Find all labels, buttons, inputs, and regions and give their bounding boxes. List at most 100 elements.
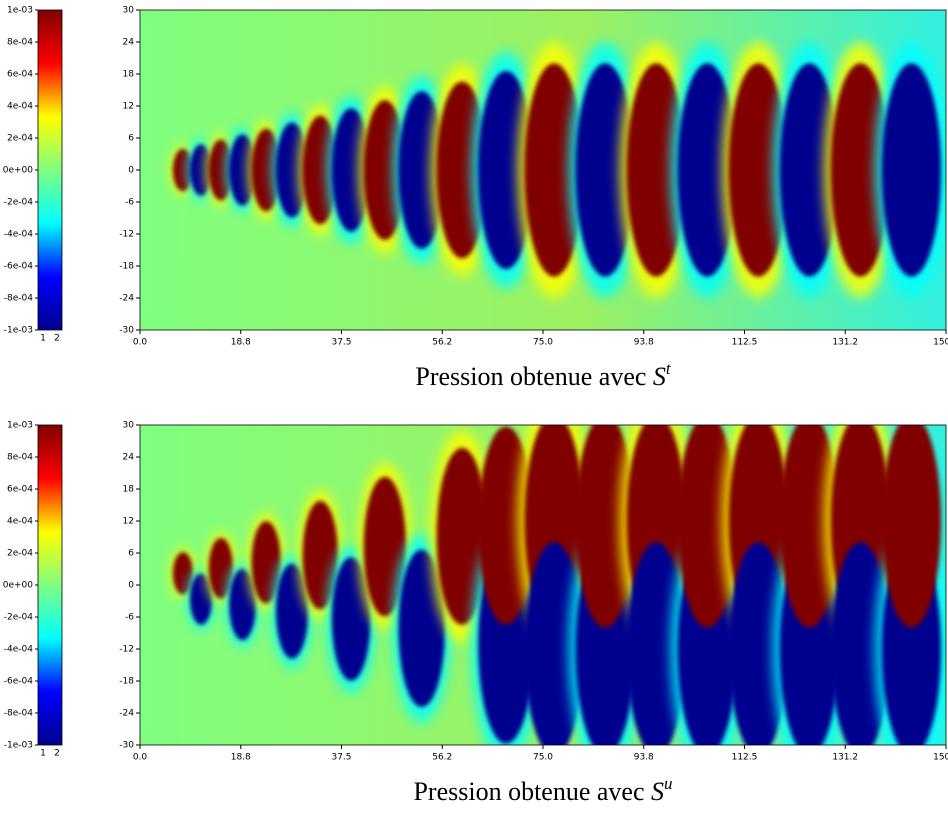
field-core <box>626 542 686 745</box>
caption-symbol: S <box>651 777 664 806</box>
field-core <box>575 425 635 628</box>
y-tick-label: -30 <box>119 741 134 751</box>
colorbar-tick-label: -4e-04 <box>4 230 33 240</box>
caption: Pression obtenue avec Su <box>413 774 672 806</box>
field-core <box>172 552 194 595</box>
colorbar-tick-label: -6e-04 <box>4 262 33 272</box>
colorbar-tick-label: -1e-03 <box>4 326 33 336</box>
y-tick-label: -30 <box>119 326 134 336</box>
field-core <box>575 63 635 277</box>
y-tick-label: 0 <box>128 166 134 176</box>
colorbar-tick-label: 0e+00 <box>3 166 34 176</box>
field-core <box>190 573 213 625</box>
colorbar-tick-label: -2e-04 <box>4 613 33 623</box>
colorbar-x-label: 2 <box>54 749 60 759</box>
field-core <box>172 148 194 192</box>
field-core <box>524 542 584 745</box>
x-tick-label: 131.2 <box>832 338 858 348</box>
field-core <box>728 63 788 277</box>
y-tick-label: 24 <box>123 38 135 48</box>
colorbar-tick-label: -2e-04 <box>4 198 33 208</box>
y-tick-label: 18 <box>123 485 135 495</box>
colorbar-x-label: 2 <box>54 334 60 344</box>
y-tick-label: 30 <box>123 421 135 431</box>
colorbar-tick-label: 2e-04 <box>7 134 33 144</box>
field-core <box>779 425 839 628</box>
field-core <box>728 542 788 745</box>
y-tick-label: 30 <box>123 6 135 16</box>
colorbar-tick-label: 4e-04 <box>7 517 33 527</box>
y-tick-label: -6 <box>125 198 134 208</box>
field-core <box>626 63 686 277</box>
colorbar-x-label: 1 <box>40 749 46 759</box>
field-core <box>830 63 890 277</box>
colorbar-tick-label: 2e-04 <box>7 549 33 559</box>
x-tick-label: 18.8 <box>231 753 251 763</box>
colorbar-tick-label: 8e-04 <box>7 453 33 463</box>
colorbar-tick-label: -1e-03 <box>4 741 33 751</box>
field-core <box>779 63 839 277</box>
x-tick-label: 18.8 <box>231 338 251 348</box>
field-core <box>677 425 737 628</box>
caption-text: Pression obtenue avec <box>413 777 644 806</box>
x-tick-label: 131.2 <box>832 753 858 763</box>
field <box>140 425 946 745</box>
field-core <box>302 500 338 610</box>
field-core <box>436 447 488 625</box>
x-tick-label: 0.0 <box>133 753 148 763</box>
y-tick-label: -18 <box>119 677 134 687</box>
caption-symbol: S <box>653 362 666 391</box>
x-tick-label: 0.0 <box>133 338 148 348</box>
x-tick-label: 150.0 <box>933 338 948 348</box>
y-tick-label: 18 <box>123 70 135 80</box>
colorbar-tick-label: -8e-04 <box>4 294 33 304</box>
x-tick-label: 93.8 <box>634 753 654 763</box>
x-tick-label: 56.2 <box>432 338 452 348</box>
y-tick-label: 24 <box>123 453 135 463</box>
field-core <box>830 542 890 745</box>
field-core <box>331 557 371 681</box>
colorbar-tick-label: 4e-04 <box>7 102 33 112</box>
colorbar-tick-label: -4e-04 <box>4 645 33 655</box>
colorbar-tick-label: 0e+00 <box>3 581 34 591</box>
y-tick-label: 6 <box>128 134 134 144</box>
colorbar-tick-label: -8e-04 <box>4 709 33 719</box>
field-core <box>881 63 942 277</box>
field-core <box>190 144 213 196</box>
field-core <box>251 521 281 604</box>
x-tick-label: 75.0 <box>533 753 553 763</box>
y-tick-label: 12 <box>123 102 134 112</box>
colorbar-tick-label: 1e-03 <box>7 421 33 431</box>
y-tick-label: -12 <box>119 645 134 655</box>
x-tick-label: 93.8 <box>634 338 654 348</box>
colorbar-tick-label: 6e-04 <box>7 485 33 495</box>
y-tick-label: -12 <box>119 230 134 240</box>
y-tick-label: 6 <box>128 549 134 559</box>
x-tick-label: 150.0 <box>933 753 948 763</box>
field-core <box>208 538 234 599</box>
colorbar <box>37 9 63 331</box>
x-tick-label: 112.5 <box>732 338 758 348</box>
field-core <box>677 63 737 277</box>
colorbar-tick-label: 6e-04 <box>7 70 33 80</box>
y-tick-label: 12 <box>123 517 134 527</box>
x-tick-label: 37.5 <box>331 338 351 348</box>
field-core <box>478 70 534 270</box>
colorbar-tick-label: 1e-03 <box>7 6 33 16</box>
y-tick-label: -24 <box>119 709 134 719</box>
colorbar-x-label: 1 <box>40 334 46 344</box>
field-core <box>524 63 584 277</box>
y-tick-label: -18 <box>119 262 134 272</box>
field-core <box>275 563 309 659</box>
colorbar-tick-label: 8e-04 <box>7 38 33 48</box>
caption: Pression obtenue avec St <box>415 359 672 391</box>
field-core <box>398 549 445 708</box>
y-tick-label: 0 <box>128 581 134 591</box>
x-tick-label: 75.0 <box>533 338 553 348</box>
x-tick-label: 56.2 <box>432 753 452 763</box>
field-core <box>229 569 256 641</box>
field <box>140 10 946 330</box>
caption-superscript: t <box>666 359 672 378</box>
